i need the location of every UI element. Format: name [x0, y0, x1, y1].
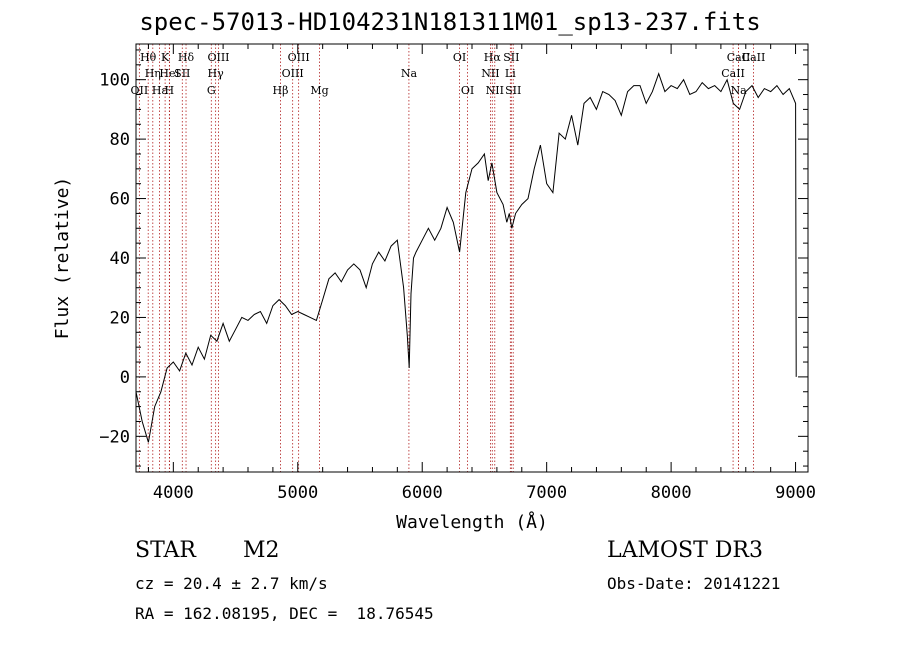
y-tick-label: 40: [110, 249, 130, 269]
y-tick-label: 20: [110, 308, 130, 328]
y-tick-label: 60: [110, 190, 130, 210]
emission-line-label: OII: [131, 84, 149, 97]
emission-line-label: CaII: [727, 51, 751, 64]
object-subclass: M2: [243, 538, 280, 563]
emission-line-label: Hδ: [178, 51, 195, 64]
y-tick-label: 100: [99, 71, 130, 91]
emission-line-label: OI: [453, 51, 466, 64]
emission-line-label: Hε: [152, 84, 168, 97]
emission-line-label: NII: [481, 67, 499, 80]
emission-line-labels: Hθ OII Hη Hε HeI K H SII Hδ OIII Hγ G Hβ OIII OIII Mg Na…: [131, 51, 766, 97]
emission-line-label: SII: [174, 67, 190, 80]
emission-line-label: Hη: [145, 67, 161, 80]
x-tick-label: 6000: [402, 483, 443, 503]
chart-title: spec-57013-HD104231N181311M01_sp13-237.f…: [139, 8, 761, 36]
x-tick-label: 5000: [277, 483, 318, 503]
emission-line-label: G: [207, 84, 216, 97]
emission-line-label: OIII: [207, 51, 229, 64]
emission-line-label: Na: [401, 67, 418, 80]
emission-line-label: OI: [461, 84, 474, 97]
emission-line-label: Hγ: [208, 67, 225, 80]
y-axis-label: Flux (relative): [52, 177, 73, 340]
emission-line-label: Mg: [310, 84, 328, 97]
emission-line-label: OIII: [282, 67, 304, 80]
emission-line-label: Na: [730, 84, 747, 97]
redshift-value: cz = 20.4 ± 2.7 km/s: [135, 574, 328, 593]
plot-frame: [135, 43, 809, 473]
observation-date: Obs-Date: 20141221: [607, 574, 781, 593]
emission-line-label: HeI: [159, 67, 179, 80]
emission-line-label: SII: [503, 51, 519, 64]
emission-line-label: CaII: [742, 51, 766, 64]
spectrum-series-line: [135, 72, 797, 443]
axis-ticks: 4000 5000 6000 7000 8000 9000 −20 0 20 40 60 80 100: [99, 44, 816, 503]
emission-line-label: H: [165, 84, 175, 97]
emission-line-label: Hβ: [273, 84, 289, 97]
y-tick-label: −20: [99, 427, 130, 447]
emission-line-label: SII: [505, 84, 521, 97]
emission-line-markers: [138, 44, 754, 472]
coordinates: RA = 162.08195, DEC = 18.76545: [135, 604, 434, 623]
emission-line-label: K: [161, 51, 170, 64]
x-axis-label: Wavelength (Å): [396, 511, 548, 533]
x-tick-label: 4000: [153, 483, 194, 503]
x-tick-label: 9000: [775, 483, 816, 503]
x-tick-label: 7000: [526, 483, 567, 503]
emission-line-label: OIII: [288, 51, 310, 64]
emission-line-label: Li: [505, 67, 516, 80]
emission-line-label: CaII: [721, 67, 745, 80]
emission-line-label: NII: [486, 84, 504, 97]
object-class: STAR: [135, 538, 196, 563]
y-tick-label: 0: [120, 368, 130, 388]
emission-line-label: Hθ: [140, 51, 157, 64]
y-tick-label: 80: [110, 130, 130, 150]
x-tick-label: 8000: [651, 483, 692, 503]
emission-line-label: Hα: [484, 51, 502, 64]
survey-name: LAMOST DR3: [607, 538, 763, 563]
